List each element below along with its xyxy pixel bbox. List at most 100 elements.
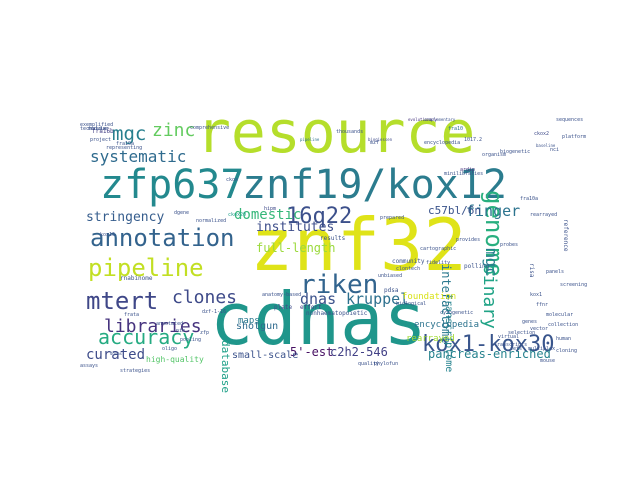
word: foundation — [402, 292, 456, 302]
word: anatomy-based — [262, 292, 301, 298]
word: phylofun — [374, 361, 398, 367]
word: accuracy — [98, 325, 194, 349]
word: ardip — [460, 167, 475, 173]
word: pdsa — [384, 287, 399, 294]
word: organism — [482, 152, 506, 158]
word: biological — [396, 301, 426, 307]
word: rearrayed — [406, 334, 455, 344]
word: fra10a — [520, 196, 538, 202]
word: high-quality — [146, 355, 204, 364]
word: pancreas-enriched — [428, 347, 551, 361]
word: risa — [528, 263, 535, 278]
word: sets — [510, 346, 522, 352]
word: libraries — [104, 316, 202, 337]
word: encyclopedia — [424, 140, 460, 146]
word: sequences — [556, 117, 583, 123]
word: complementary — [424, 117, 456, 122]
word: thousands — [336, 129, 363, 135]
word: 1017.2 — [464, 137, 482, 143]
word: vector — [530, 326, 548, 332]
word: virtual — [498, 334, 519, 340]
word: c57bl/6n — [428, 204, 481, 217]
word: kruppel — [346, 290, 409, 308]
word: database — [219, 340, 232, 393]
word: pooling — [180, 337, 201, 343]
word: exemplified — [80, 122, 113, 128]
word: panels — [546, 269, 564, 275]
word: polling — [464, 263, 490, 270]
word: fra10 — [448, 126, 463, 132]
word: cartographic — [420, 246, 456, 252]
word: c2h2-546 — [330, 345, 388, 359]
word: 16q22 — [286, 204, 352, 229]
word: binary — [479, 264, 500, 329]
word: technique — [80, 126, 107, 132]
word: modular — [88, 126, 109, 132]
word: prepared — [380, 215, 404, 221]
word: znf32 — [250, 203, 467, 287]
word: clontech — [396, 266, 420, 272]
word: mgc — [482, 248, 501, 277]
word: dnas — [300, 290, 336, 308]
word: zfp637 — [100, 162, 245, 208]
word: small-scale — [232, 350, 298, 361]
word: nci — [550, 147, 559, 153]
word: biogenetic — [500, 149, 530, 155]
word: systematic — [90, 147, 186, 166]
word: project — [90, 137, 111, 143]
word: mtert — [86, 287, 158, 315]
word: curated — [86, 347, 145, 363]
word: zfp — [200, 330, 209, 336]
word: kox1 — [530, 292, 542, 298]
word: dgene — [174, 210, 189, 216]
word: rnabinome — [120, 275, 153, 282]
word: mouse — [540, 358, 555, 364]
word: annotated — [156, 321, 183, 327]
word: evolutionary — [408, 117, 437, 122]
word: encyclopedia — [414, 320, 479, 330]
word: selection — [508, 330, 535, 336]
word: ckox2 — [534, 131, 549, 137]
word: strategies — [120, 368, 150, 374]
word: resource — [196, 98, 475, 166]
word: institutes — [256, 220, 334, 235]
word: transcripts — [494, 342, 527, 348]
word: kox16 — [100, 232, 115, 238]
word: screening — [560, 282, 587, 288]
word: finger — [466, 202, 520, 220]
word: reference — [562, 219, 569, 252]
word: stringency — [86, 210, 164, 225]
word: comprehensive — [190, 125, 229, 131]
word: normalized — [196, 218, 226, 224]
word: cytogenetic — [440, 310, 473, 316]
word: unbiased — [378, 273, 402, 279]
word: ckox20 — [228, 212, 246, 218]
word: zinc — [152, 120, 195, 141]
word: genes — [522, 319, 537, 325]
word: human — [556, 336, 571, 342]
word: platform — [562, 134, 586, 140]
word: frata — [124, 312, 139, 318]
word: cloning — [556, 348, 577, 354]
word: mzf — [370, 140, 379, 146]
word: domestic — [234, 207, 301, 223]
word: assays — [80, 363, 98, 369]
word: interactome — [439, 264, 453, 343]
word: nih — [176, 328, 185, 334]
word: cdnas — [210, 277, 427, 361]
word: znf19/kox12 — [242, 162, 507, 208]
word: collection — [548, 322, 578, 328]
word: clones — [172, 287, 237, 308]
word: quality — [358, 361, 379, 367]
word: multiplex — [528, 346, 555, 352]
word: nonhaematopoietic — [306, 310, 368, 317]
word: pipeline — [300, 137, 320, 142]
word: baseline — [536, 143, 556, 148]
word: mgc — [112, 123, 146, 145]
word: provides — [456, 237, 480, 243]
word: molecular — [546, 312, 573, 318]
word: shotgun — [236, 321, 278, 332]
word: ckox — [226, 177, 238, 183]
word: pipeline — [88, 254, 204, 282]
word: probes — [500, 242, 518, 248]
